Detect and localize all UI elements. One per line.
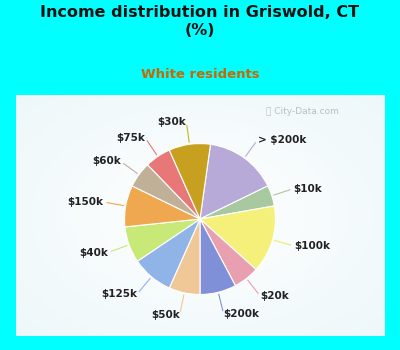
Wedge shape bbox=[148, 150, 200, 219]
Text: $100k: $100k bbox=[294, 241, 330, 251]
Wedge shape bbox=[138, 219, 200, 288]
Text: White residents: White residents bbox=[141, 68, 259, 81]
Wedge shape bbox=[125, 219, 200, 261]
Text: $125k: $125k bbox=[101, 289, 137, 299]
Text: $30k: $30k bbox=[158, 117, 186, 127]
Wedge shape bbox=[200, 206, 276, 270]
Text: $75k: $75k bbox=[116, 133, 145, 143]
Text: > $200k: > $200k bbox=[258, 135, 306, 145]
Wedge shape bbox=[200, 186, 274, 219]
Text: $20k: $20k bbox=[260, 291, 289, 301]
Text: $150k: $150k bbox=[67, 197, 103, 207]
Text: Income distribution in Griswold, CT
(%): Income distribution in Griswold, CT (%) bbox=[40, 5, 360, 38]
Wedge shape bbox=[200, 219, 256, 286]
Text: $50k: $50k bbox=[151, 310, 180, 320]
Wedge shape bbox=[132, 165, 200, 219]
Wedge shape bbox=[169, 144, 210, 219]
Text: $200k: $200k bbox=[224, 309, 260, 319]
Wedge shape bbox=[169, 219, 200, 294]
Text: $10k: $10k bbox=[293, 184, 322, 194]
Wedge shape bbox=[200, 144, 268, 219]
Wedge shape bbox=[200, 219, 236, 294]
Wedge shape bbox=[124, 186, 200, 227]
Text: ⓘ City-Data.com: ⓘ City-Data.com bbox=[266, 107, 339, 116]
Text: $40k: $40k bbox=[79, 247, 108, 258]
Text: $60k: $60k bbox=[92, 156, 121, 166]
